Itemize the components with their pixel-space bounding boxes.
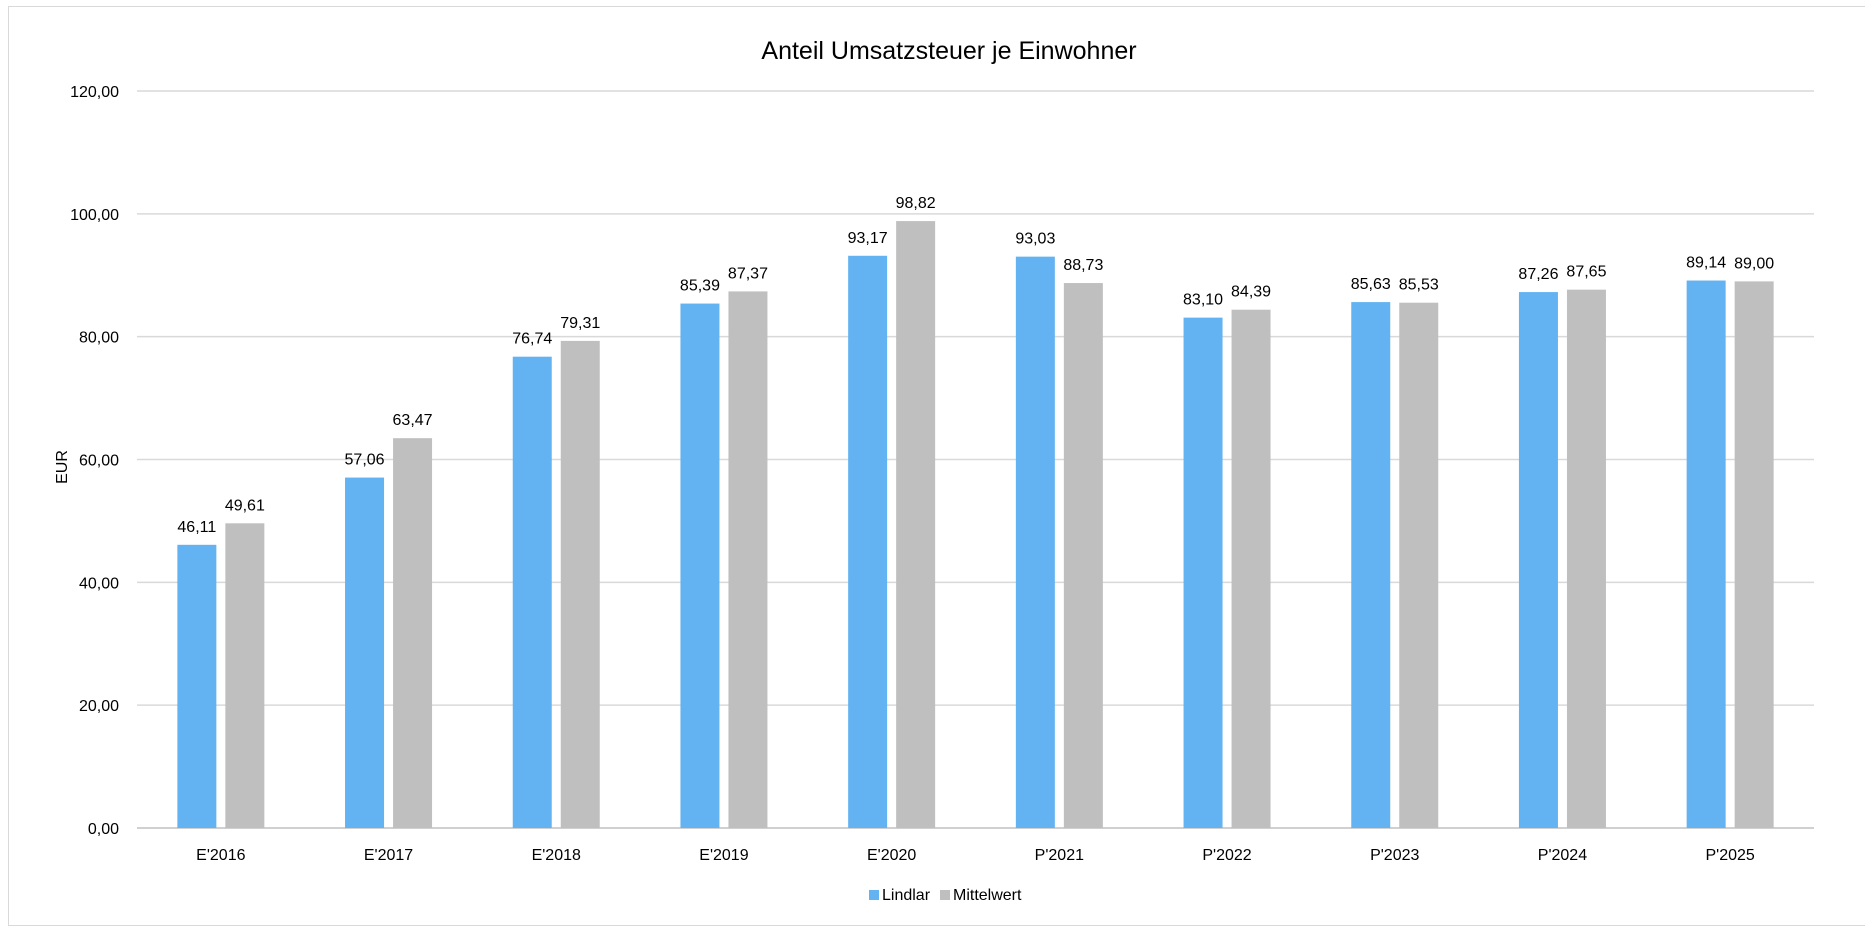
bar-lindlar: [848, 255, 888, 829]
data-label: 85,53: [1399, 277, 1439, 294]
bar-mittelwert: [1566, 289, 1606, 828]
bar-lindlar: [1686, 280, 1726, 828]
data-label: 93,03: [1015, 231, 1055, 248]
chart-title: Anteil Umsatzsteuer je Einwohner: [761, 37, 1136, 65]
x-tick-label: P'2025: [1705, 847, 1754, 864]
x-tick-label: E'2018: [532, 847, 581, 864]
y-axis-label: EUR: [54, 450, 71, 484]
bar-lindlar: [345, 477, 385, 828]
data-label: 83,10: [1183, 292, 1223, 309]
x-tick-label: P'2022: [1202, 847, 1251, 864]
bar-chart: Anteil Umsatzsteuer je Einwohner EUR 0,0…: [54, 37, 1814, 904]
x-tick-label: E'2019: [699, 847, 748, 864]
data-label: 87,37: [728, 265, 768, 282]
y-tick-label: 40,00: [79, 575, 119, 592]
bar-mittelwert: [225, 523, 265, 828]
bar-lindlar: [1518, 292, 1558, 829]
data-label: 88,73: [1063, 257, 1103, 274]
data-label: 49,61: [225, 497, 265, 514]
data-labels: 46,11 49,61 57,06 63,47 76,74 79,31 85,39 87,37…: [177, 195, 1774, 536]
y-tick-label: 0,00: [88, 821, 119, 838]
bar-mittelwert: [560, 340, 600, 828]
legend-swatch-mittelwert: [940, 890, 950, 900]
data-label: 57,06: [345, 452, 385, 469]
y-tick-label: 80,00: [79, 330, 119, 347]
data-label: 85,39: [680, 278, 720, 295]
data-label: 85,63: [1351, 276, 1391, 293]
bar-lindlar: [1183, 317, 1223, 828]
bar-mittelwert: [1231, 309, 1271, 829]
y-tick-label: 20,00: [79, 698, 119, 715]
bar-mittelwert: [728, 291, 768, 828]
data-label: 79,31: [560, 315, 600, 332]
gridlines: [137, 90, 1814, 829]
bar-lindlar: [1015, 256, 1055, 828]
bar-mittelwert: [1734, 281, 1774, 828]
bar-mittelwert: [1399, 302, 1439, 828]
y-tick-label: 100,00: [70, 207, 119, 224]
data-label: 76,74: [512, 331, 552, 348]
chart-frame: Anteil Umsatzsteuer je Einwohner EUR 0,0…: [8, 6, 1865, 926]
data-label: 87,65: [1566, 264, 1606, 281]
bar-mittelwert: [393, 438, 433, 828]
legend-swatch-lindlar: [869, 890, 879, 900]
legend-label-lindlar: Lindlar: [882, 887, 931, 904]
x-tick-label: E'2017: [364, 847, 413, 864]
y-axis-ticks: 0,00 20,00 40,00 60,00 80,00 100,00 120,00: [70, 84, 119, 838]
y-tick-label: 60,00: [79, 453, 119, 470]
x-tick-label: E'2020: [867, 847, 916, 864]
x-tick-label: E'2016: [196, 847, 245, 864]
bars: [177, 221, 1774, 829]
data-label: 98,82: [896, 195, 936, 212]
data-label: 46,11: [177, 519, 216, 536]
x-tick-label: P'2023: [1370, 847, 1419, 864]
bar-lindlar: [680, 303, 720, 828]
bar-lindlar: [1351, 302, 1391, 828]
data-label: 84,39: [1231, 284, 1271, 301]
legend-label-mittelwert: Mittelwert: [953, 887, 1022, 904]
data-label: 93,17: [848, 230, 888, 247]
bar-lindlar: [177, 544, 217, 828]
x-tick-label: P'2024: [1538, 847, 1587, 864]
data-label: 89,00: [1734, 255, 1774, 272]
x-axis-ticks: E'2016 E'2017 E'2018 E'2019 E'2020 P'2021 P'20…: [196, 847, 1755, 864]
bar-lindlar: [512, 356, 552, 828]
data-label: 63,47: [393, 412, 433, 429]
bar-mittelwert: [1063, 283, 1103, 828]
y-tick-label: 120,00: [70, 84, 119, 101]
legend: Lindlar Mittelwert: [869, 887, 1022, 904]
bar-mittelwert: [896, 221, 936, 828]
data-label: 89,14: [1686, 255, 1726, 272]
x-tick-label: P'2021: [1035, 847, 1084, 864]
data-label: 87,26: [1518, 266, 1558, 283]
